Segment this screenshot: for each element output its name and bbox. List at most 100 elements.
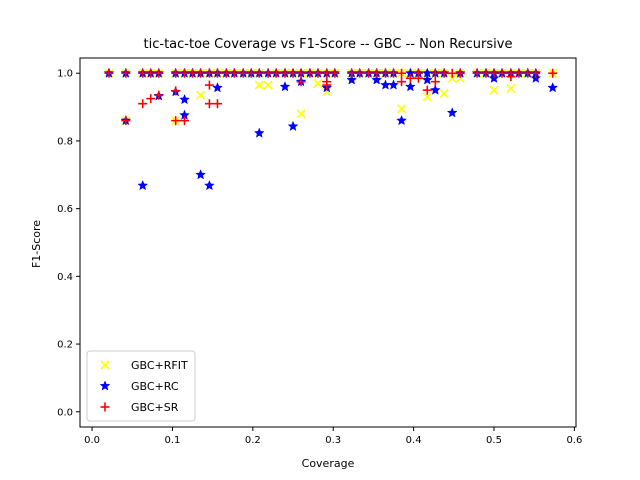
- data-point: [439, 88, 449, 99]
- data-point: [263, 80, 273, 90]
- y-tick-label: 0.2: [57, 340, 73, 351]
- data-point: [204, 179, 215, 191]
- data-point: [322, 87, 332, 97]
- data-point: [421, 74, 433, 85]
- legend-item: GBC+SR: [100, 401, 179, 414]
- data-point: [446, 107, 458, 118]
- data-points: [103, 67, 559, 191]
- data-point: [180, 68, 190, 78]
- data-point: [271, 68, 281, 78]
- data-point: [204, 99, 214, 109]
- data-point: [481, 68, 491, 78]
- data-point: [346, 74, 358, 85]
- y-tick-label: 0.0: [57, 407, 73, 418]
- data-point: [397, 77, 407, 87]
- series-gbc-sr: [104, 68, 558, 126]
- data-point: [396, 104, 407, 114]
- data-point: [413, 73, 423, 83]
- y-axis: 0.0 0.2 0.4 0.6 0.8 1.0: [57, 69, 80, 418]
- data-point: [188, 68, 198, 78]
- data-point: [429, 84, 441, 95]
- x-tick-label: 0.2: [245, 435, 261, 446]
- data-point: [548, 68, 558, 78]
- plot-frame: [79, 57, 577, 428]
- data-point: [347, 68, 357, 78]
- data-point: [253, 127, 265, 138]
- data-point: [229, 68, 239, 78]
- x-tick-label: 0.3: [325, 435, 341, 446]
- data-point: [530, 72, 542, 83]
- data-point: [322, 77, 332, 87]
- data-point: [121, 116, 131, 126]
- data-point: [371, 74, 383, 85]
- data-point: [212, 99, 222, 109]
- x-tick-label: 0.4: [406, 435, 422, 446]
- data-point: [154, 90, 164, 100]
- data-point: [447, 68, 457, 78]
- data-point: [396, 114, 407, 126]
- legend-marker: [100, 402, 110, 412]
- data-point: [238, 68, 248, 78]
- data-point: [531, 68, 541, 78]
- data-point: [355, 68, 365, 78]
- data-point: [138, 99, 148, 109]
- data-point: [246, 68, 256, 78]
- data-point: [280, 68, 290, 78]
- data-point: [279, 81, 291, 92]
- data-point: [196, 68, 206, 78]
- y-tick-label: 1.0: [57, 69, 73, 80]
- data-point: [254, 68, 264, 78]
- data-point: [254, 80, 264, 90]
- data-point: [195, 169, 206, 180]
- data-point: [305, 68, 315, 78]
- data-point: [430, 68, 440, 78]
- data-point: [104, 68, 114, 78]
- data-point: [489, 68, 499, 78]
- data-point: [313, 78, 323, 88]
- x-tick-label: 0.5: [486, 435, 502, 446]
- data-point: [455, 68, 465, 78]
- x-axis: 0.0 0.1 0.2 0.3 0.4 0.5 0.6: [84, 427, 582, 446]
- data-point: [330, 68, 340, 78]
- data-point: [196, 90, 206, 100]
- legend-box: [86, 350, 196, 422]
- data-point: [204, 80, 214, 90]
- data-point: [422, 85, 432, 95]
- data-point: [389, 68, 399, 78]
- data-point: [472, 68, 482, 78]
- y-axis-label: F1-Score: [30, 220, 43, 268]
- data-point: [380, 68, 390, 78]
- data-point: [296, 77, 306, 87]
- data-point: [322, 68, 332, 78]
- legend-item: GBC+RC: [99, 380, 179, 393]
- x-axis-label: Coverage: [302, 457, 355, 470]
- data-point: [154, 68, 164, 78]
- legend-marker: [100, 360, 110, 370]
- data-point: [137, 179, 149, 191]
- data-point: [212, 82, 223, 93]
- y-tick-label: 0.4: [57, 272, 73, 283]
- data-point: [204, 68, 214, 78]
- data-point: [212, 68, 222, 78]
- y-tick-label: 0.6: [57, 204, 73, 215]
- data-point: [489, 85, 499, 95]
- x-tick-label: 0.6: [566, 435, 582, 446]
- legend-label: GBC+RC: [131, 380, 179, 393]
- data-point: [439, 68, 449, 78]
- data-point: [180, 116, 190, 126]
- data-point: [405, 73, 415, 83]
- data-point: [397, 68, 407, 78]
- data-point: [547, 82, 559, 93]
- data-point: [171, 86, 181, 96]
- data-point: [146, 94, 156, 104]
- data-point: [221, 68, 231, 78]
- data-point: [506, 83, 516, 94]
- data-point: [171, 116, 181, 126]
- data-point: [296, 68, 306, 78]
- y-tick-label: 0.8: [57, 136, 73, 147]
- data-point: [313, 68, 323, 78]
- data-point: [364, 68, 374, 78]
- data-point: [296, 109, 306, 119]
- data-point: [171, 68, 181, 78]
